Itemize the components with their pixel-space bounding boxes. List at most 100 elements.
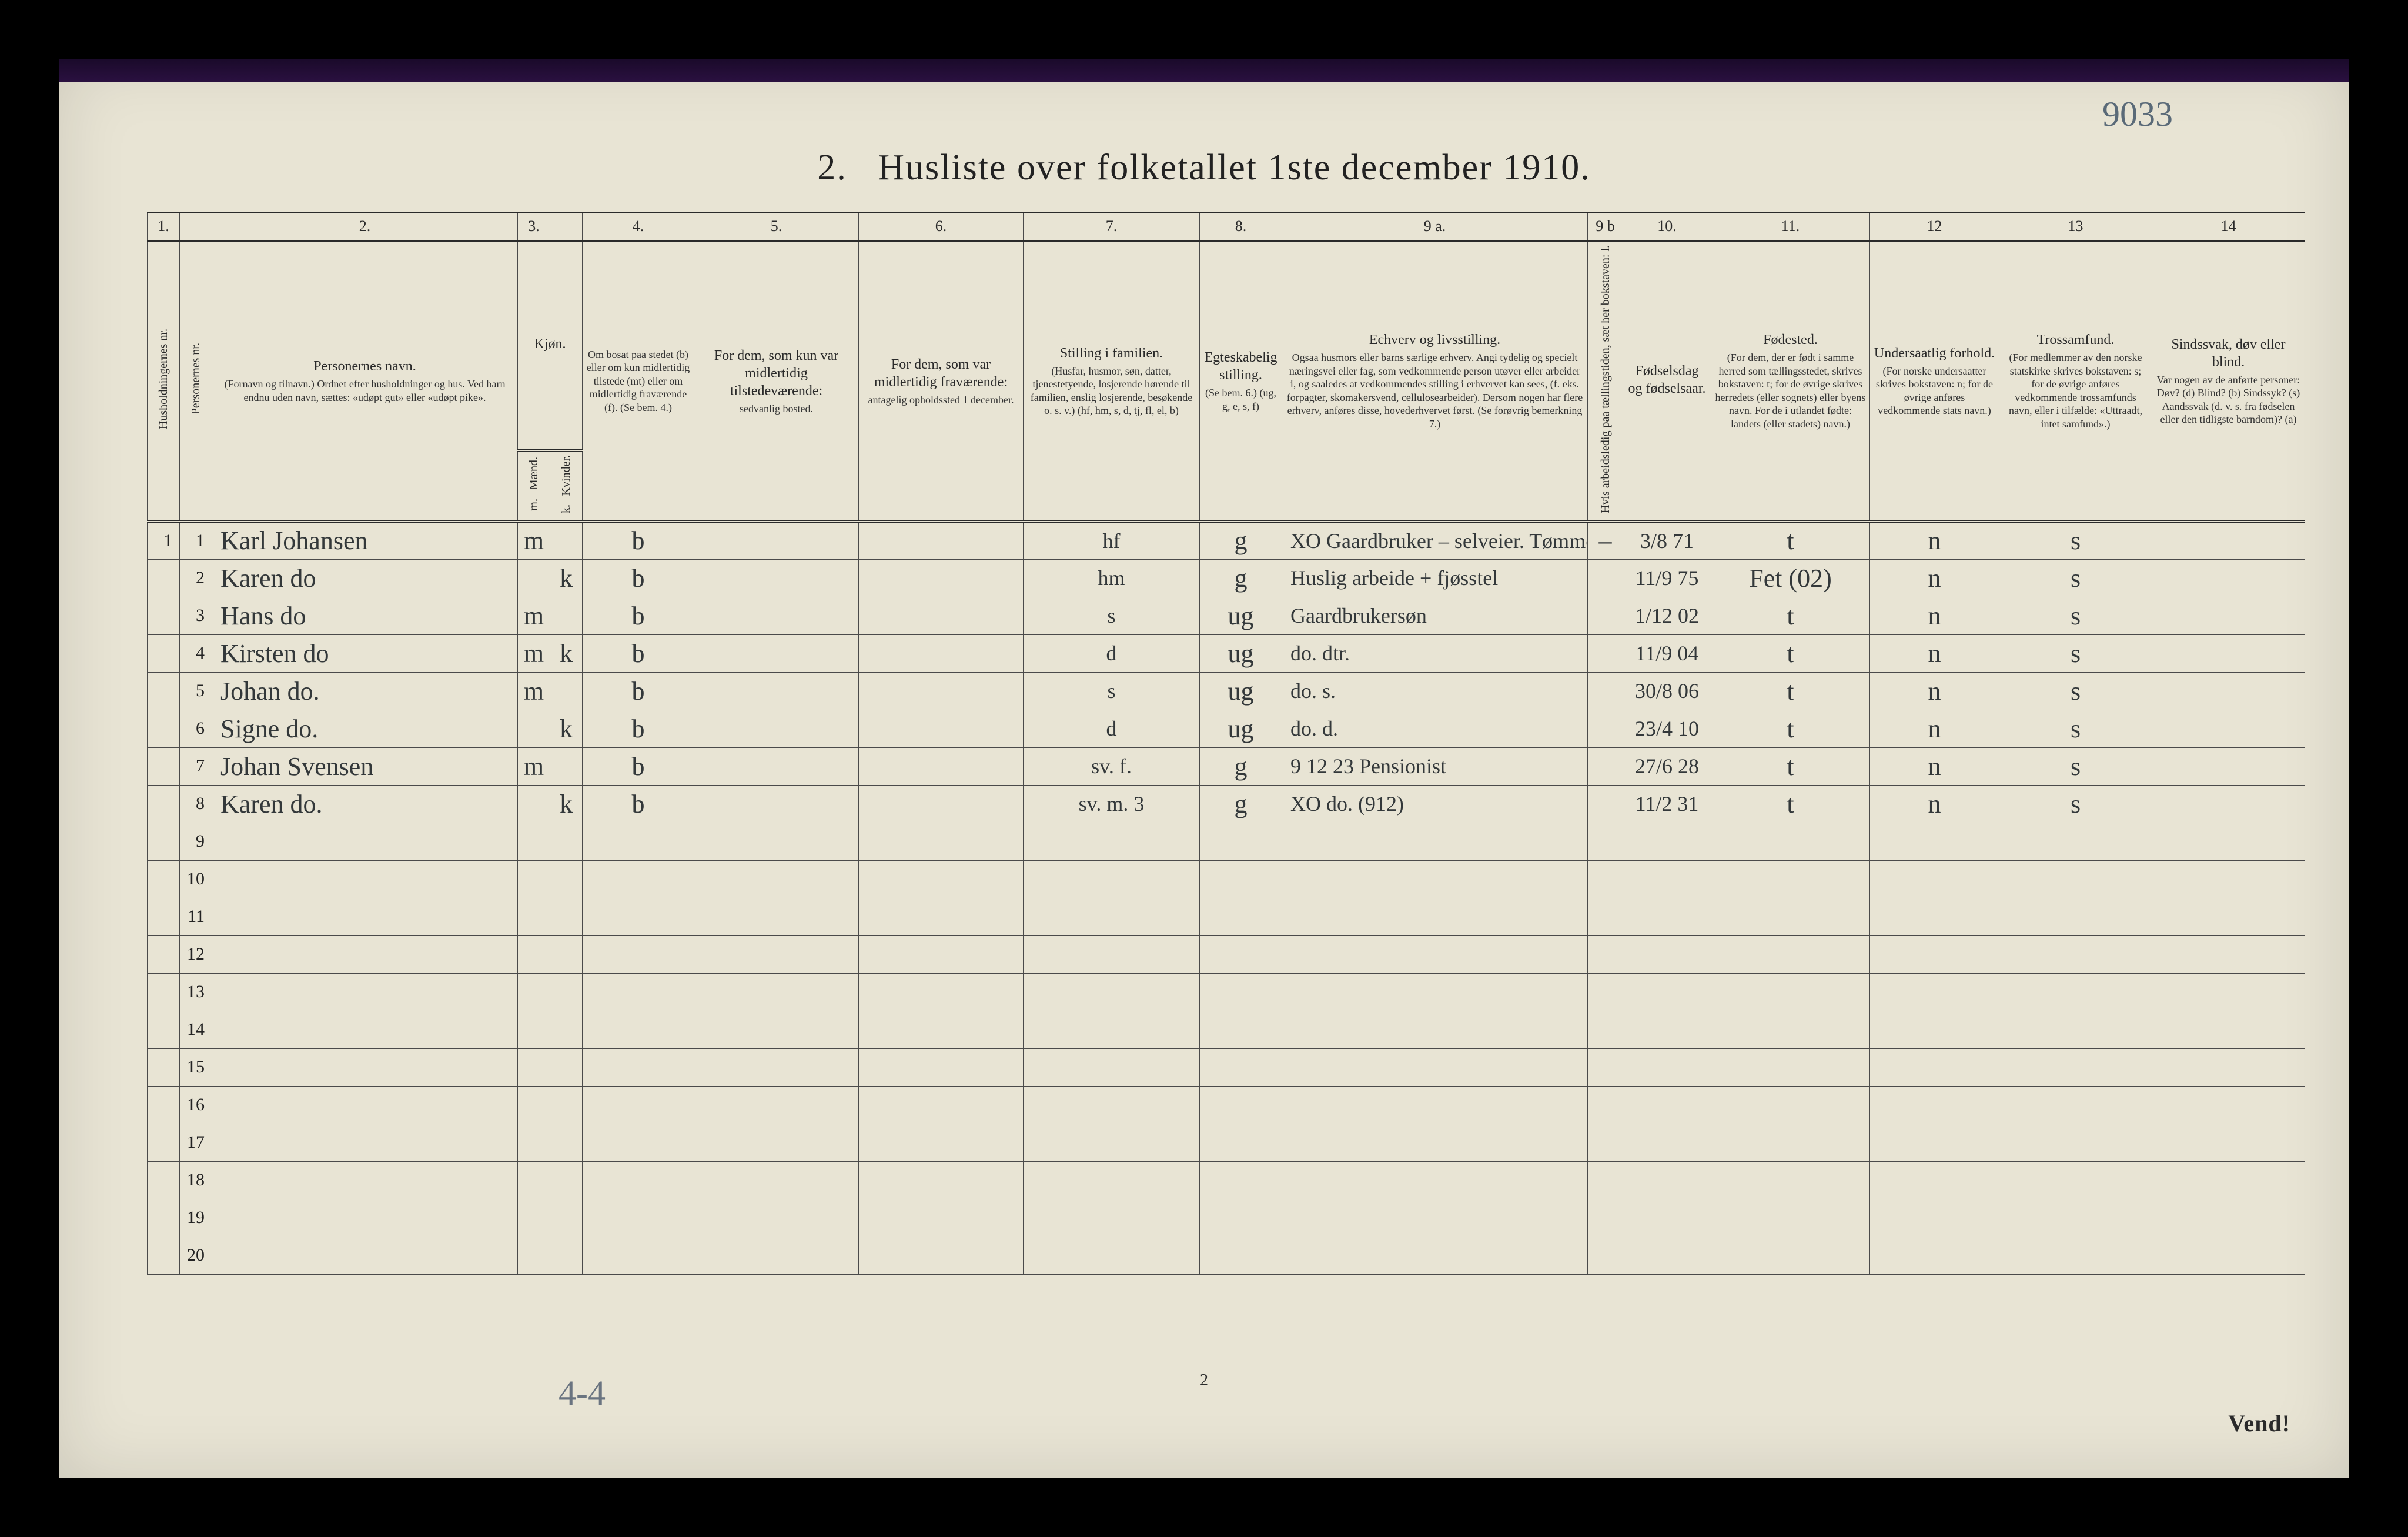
cell-unemployed [1588,1161,1623,1199]
cell-person-no: 19 [180,1199,212,1237]
cell-sex-k: k [550,785,583,823]
cell-temp-present [694,1048,859,1086]
cell-residence [583,823,694,860]
cell-sex-m [518,710,550,747]
cell-nationality [1870,1048,1999,1086]
cell-disability [2152,898,2305,935]
cell-family-position [1024,1237,1200,1274]
cell-birthplace: t [1711,785,1870,823]
cell-birthplace: t [1711,597,1870,634]
cell-religion [1999,898,2152,935]
cell-unemployed [1588,634,1623,672]
cell-sex-k: k [550,559,583,597]
cell-temp-absent [859,973,1024,1011]
cell-temp-absent [859,860,1024,898]
cell-nationality: n [1870,785,1999,823]
cell-residence [583,1048,694,1086]
cell-nationality: n [1870,597,1999,634]
cell-religion: s [1999,597,2152,634]
cell-marital: g [1200,559,1282,597]
cell-dob [1623,973,1711,1011]
cell-disability [2152,559,2305,597]
cell-family-position [1024,1199,1200,1237]
cell-temp-absent [859,1237,1024,1274]
cell-sex-k [550,973,583,1011]
cell-household-no [148,559,180,597]
cell-household-no [148,973,180,1011]
cell-dob [1623,935,1711,973]
cell-residence: b [583,597,694,634]
cell-name: Kirsten do [212,634,518,672]
cell-person-no: 10 [180,860,212,898]
cell-family-position [1024,1011,1200,1048]
cell-occupation [1282,898,1588,935]
hdr-occupation: Echverv og livsstilling. Ogsaa husmors e… [1282,240,1588,522]
column-number: 12 [1870,213,1999,241]
cell-dob: 27/6 28 [1623,747,1711,785]
cell-occupation [1282,823,1588,860]
cell-nationality [1870,860,1999,898]
cell-occupation [1282,1199,1588,1237]
table-row: 11 [148,898,2305,935]
hdr-dob: Fødselsdag og fødselsaar. [1623,240,1711,522]
cell-name [212,935,518,973]
cell-family-position [1024,1086,1200,1124]
cell-religion: s [1999,785,2152,823]
cell-temp-present [694,559,859,597]
cell-marital [1200,973,1282,1011]
cell-birthplace: t [1711,710,1870,747]
cell-dob [1623,860,1711,898]
hdr-sex: Kjøn. [518,240,583,450]
cell-dob: 11/9 04 [1623,634,1711,672]
hdr-name: Personernes navn. (Fornavn og tilnavn.) … [212,240,518,522]
hdr-temp-present: For dem, som kun var midlertidig tilsted… [694,240,859,522]
cell-sex-m [518,898,550,935]
table-row: 7Johan Svensenmbsv. f.g9 12 23 Pensionis… [148,747,2305,785]
cell-residence: b [583,559,694,597]
cell-disability [2152,860,2305,898]
cell-disability [2152,935,2305,973]
cell-sex-k [550,1161,583,1199]
cell-family-position [1024,898,1200,935]
cell-sex-m: m [518,634,550,672]
cell-sex-k [550,1086,583,1124]
table-header: 1.2.3.4.5.6.7.8.9 a.9 b10.11.121314 Hush… [148,213,2305,522]
cell-temp-present [694,634,859,672]
cell-temp-absent [859,634,1024,672]
cell-family-position: hf [1024,522,1200,559]
cell-marital [1200,1086,1282,1124]
cell-household-no [148,935,180,973]
cell-temp-absent [859,672,1024,710]
cell-person-no: 1 [180,522,212,559]
cell-sex-k [550,898,583,935]
scan-top-bar [59,59,2349,82]
cell-occupation: XO Gaardbruker – selveier. Tømmerfløterf… [1282,522,1588,559]
table-row: 10 [148,860,2305,898]
cell-temp-present [694,747,859,785]
header-row: Husholdningernes nr. Personernes nr. Per… [148,240,2305,450]
cell-sex-k [550,1124,583,1161]
cell-sex-k [550,1237,583,1274]
cell-name [212,1199,518,1237]
cell-nationality: n [1870,559,1999,597]
cell-family-position: d [1024,710,1200,747]
cell-religion: s [1999,559,2152,597]
cell-unemployed [1588,1199,1623,1237]
table-row: 16 [148,1086,2305,1124]
cell-temp-present [694,973,859,1011]
cell-religion: s [1999,522,2152,559]
cell-residence [583,898,694,935]
cell-birthplace: t [1711,522,1870,559]
cell-marital [1200,1237,1282,1274]
cell-family-position [1024,973,1200,1011]
column-number: 7. [1024,213,1200,241]
cell-temp-absent [859,1048,1024,1086]
cell-nationality: n [1870,672,1999,710]
cell-household-no: 1 [148,522,180,559]
cell-dob: 30/8 06 [1623,672,1711,710]
cell-household-no [148,1011,180,1048]
cell-unemployed [1588,1048,1623,1086]
cell-name [212,1086,518,1124]
table-row: 18 [148,1161,2305,1199]
cell-temp-present [694,898,859,935]
